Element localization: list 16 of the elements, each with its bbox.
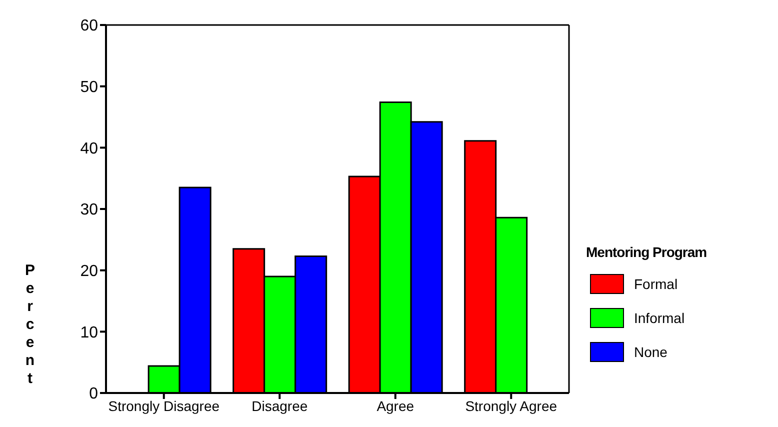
x-tick-label: Disagree <box>252 398 308 414</box>
x-tick-label: Strongly Disagree <box>108 398 220 414</box>
y-tick-label: 10 <box>80 324 98 342</box>
legend-label: Informal <box>634 310 685 326</box>
y-tick-label: 0 <box>89 386 98 403</box>
y-tick-label: 30 <box>80 202 98 219</box>
y-tick-label: 60 <box>80 18 98 35</box>
y-axis-title: Percent <box>24 262 36 387</box>
y-tick-label: 20 <box>80 263 98 280</box>
legend-label: None <box>634 344 668 360</box>
x-tick-label: Strongly Agree <box>465 398 558 414</box>
x-tick-label: Agree <box>376 398 414 414</box>
y-tick-label: 40 <box>80 140 98 158</box>
legend-label: Formal <box>634 276 678 292</box>
y-tick-label: 50 <box>80 79 98 96</box>
legend-title: Mentoring Program <box>586 244 707 260</box>
